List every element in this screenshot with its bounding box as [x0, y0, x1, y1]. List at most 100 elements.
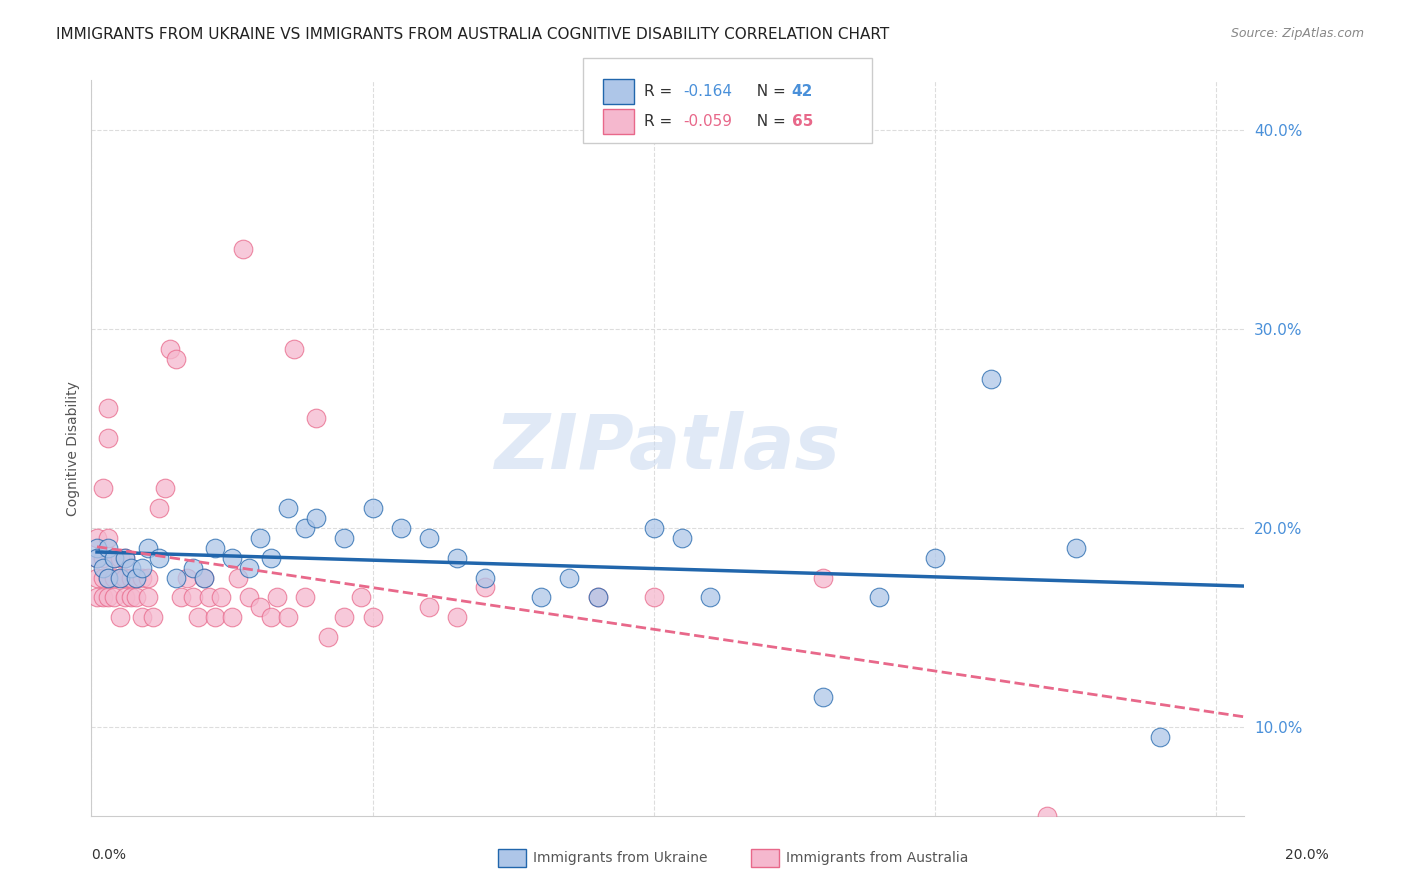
Point [153, 481, 176, 495]
Point [148, 550, 170, 565]
Point [142, 610, 165, 624]
Point [266, 591, 288, 605]
Point [97, 531, 120, 545]
Text: Immigrants from Ukraine: Immigrants from Ukraine [533, 851, 707, 865]
Point [204, 541, 226, 555]
Point [170, 591, 193, 605]
Point [277, 610, 299, 624]
Point [389, 521, 412, 535]
Point [120, 560, 142, 574]
Point [446, 550, 468, 565]
Point [232, 243, 254, 257]
Point [108, 570, 131, 584]
Text: R =: R = [644, 114, 678, 129]
Point [418, 600, 440, 615]
Point [238, 591, 260, 605]
Point [238, 560, 260, 574]
Point [97, 591, 120, 605]
Point [474, 570, 496, 584]
Point [114, 550, 136, 565]
Point [305, 511, 328, 525]
Point [193, 570, 215, 584]
Point [671, 531, 693, 545]
Point [586, 591, 609, 605]
Point [91, 591, 114, 605]
Point [361, 500, 384, 515]
Point [181, 560, 204, 574]
Point [91, 570, 114, 584]
Text: Source: ZipAtlas.com: Source: ZipAtlas.com [1230, 27, 1364, 40]
Point [283, 342, 305, 356]
Text: -0.059: -0.059 [683, 114, 733, 129]
Text: N =: N = [747, 84, 790, 99]
Point [221, 610, 243, 624]
Point [86, 570, 108, 584]
Point [226, 570, 249, 584]
Point [165, 351, 187, 366]
Point [86, 550, 108, 565]
Point [699, 591, 721, 605]
Point [125, 570, 148, 584]
Text: N =: N = [747, 114, 790, 129]
Point [176, 570, 198, 584]
Point [204, 610, 226, 624]
Point [221, 550, 243, 565]
Point [209, 591, 232, 605]
Text: 0.0%: 0.0% [91, 847, 127, 862]
Point [260, 550, 283, 565]
Point [125, 570, 148, 584]
Point [193, 570, 215, 584]
Point [86, 550, 108, 565]
Point [136, 541, 159, 555]
Point [333, 610, 356, 624]
Point [316, 630, 339, 644]
Point [136, 570, 159, 584]
Point [530, 591, 553, 605]
Point [97, 431, 120, 445]
Point [294, 521, 316, 535]
Text: ZIPatlas: ZIPatlas [495, 411, 841, 485]
Point [811, 570, 834, 584]
Point [136, 591, 159, 605]
Point [97, 541, 120, 555]
Point [361, 610, 384, 624]
Point [249, 531, 271, 545]
Point [131, 610, 153, 624]
Point [86, 591, 108, 605]
Point [558, 570, 581, 584]
Point [333, 531, 356, 545]
Point [108, 610, 131, 624]
Point [114, 591, 136, 605]
Point [103, 550, 125, 565]
Point [91, 560, 114, 574]
Point [103, 591, 125, 605]
Point [120, 570, 142, 584]
Point [97, 570, 120, 584]
Point [86, 541, 108, 555]
Text: -0.164: -0.164 [683, 84, 733, 99]
Point [108, 550, 131, 565]
Text: 20.0%: 20.0% [1285, 847, 1329, 862]
Point [1036, 809, 1059, 823]
Point [305, 411, 328, 425]
Text: R =: R = [644, 84, 678, 99]
Point [91, 550, 114, 565]
Point [474, 581, 496, 595]
Text: IMMIGRANTS FROM UKRAINE VS IMMIGRANTS FROM AUSTRALIA COGNITIVE DISABILITY CORREL: IMMIGRANTS FROM UKRAINE VS IMMIGRANTS FR… [56, 27, 890, 42]
Point [811, 690, 834, 704]
Point [131, 570, 153, 584]
Point [120, 591, 142, 605]
Point [980, 371, 1002, 385]
Point [165, 570, 187, 584]
Point [159, 342, 181, 356]
Point [294, 591, 316, 605]
Point [446, 610, 468, 624]
Text: Immigrants from Australia: Immigrants from Australia [786, 851, 969, 865]
Point [86, 531, 108, 545]
Point [1064, 541, 1087, 555]
Point [148, 500, 170, 515]
Point [97, 570, 120, 584]
Point [114, 570, 136, 584]
Point [643, 591, 665, 605]
Text: 42: 42 [792, 84, 813, 99]
